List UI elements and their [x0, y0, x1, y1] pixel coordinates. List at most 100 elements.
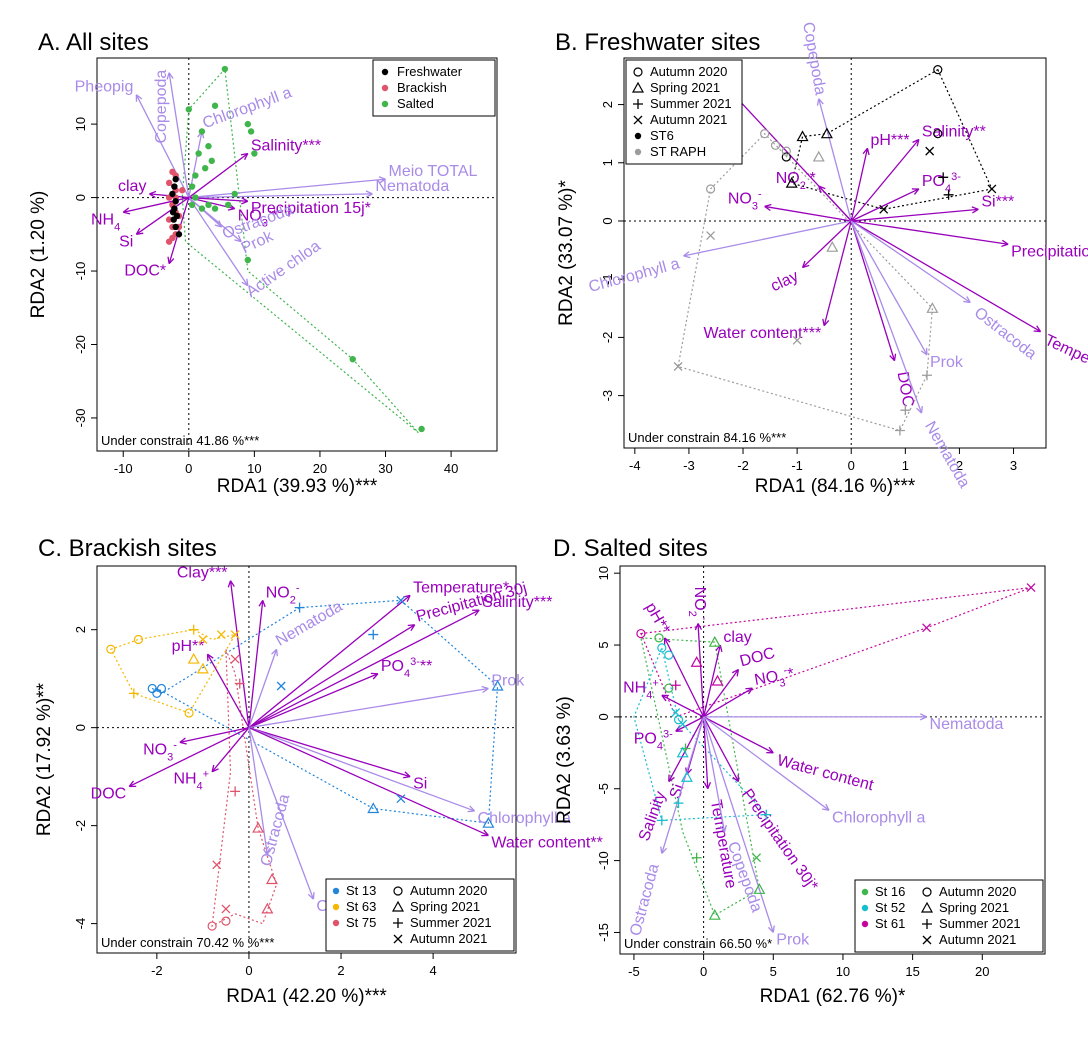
vector-arrowhead — [694, 623, 703, 631]
legend-marker — [861, 904, 869, 912]
biplot-vector — [802, 220, 852, 269]
data-point — [198, 635, 208, 644]
y-tick-label: -20 — [73, 335, 88, 354]
data-point — [781, 146, 791, 156]
x-tick-label: 10 — [836, 964, 850, 979]
legend-entry: St 75 — [346, 915, 376, 930]
legend-marker — [381, 84, 389, 92]
legend-entry: Autumn 2020 — [939, 884, 1016, 899]
x-tick-label: 0 — [245, 963, 252, 978]
data-point — [879, 204, 889, 214]
y-tick-label: 2 — [600, 101, 615, 108]
data-point — [664, 650, 674, 660]
biplot-vector — [179, 727, 250, 743]
biplot-vector — [188, 197, 242, 243]
vector-arrowhead — [920, 347, 928, 356]
legend-marker — [633, 115, 643, 125]
group-hull — [151, 599, 499, 824]
data-point — [676, 746, 689, 758]
vector-arrowhead — [801, 260, 810, 269]
constraint-note: Under constrain 84.16 %*** — [628, 430, 786, 445]
vector-arrowhead — [407, 624, 416, 632]
vector-label: Clay*** — [177, 565, 228, 582]
data-point — [900, 405, 911, 416]
vector-arrowhead — [241, 197, 249, 205]
data-point — [171, 183, 178, 190]
legend-entry: Summer 2021 — [410, 915, 492, 930]
data-point — [252, 821, 265, 833]
data-point — [106, 644, 116, 654]
data-point — [201, 164, 209, 172]
biplot-vector — [248, 727, 489, 837]
data-point — [234, 678, 245, 689]
vector-arrowhead — [971, 206, 979, 214]
vector-label: Meio TOTAL — [389, 163, 478, 180]
vector-label: Water content — [775, 752, 876, 794]
vector-arrowhead — [258, 599, 266, 608]
biplot-vector — [188, 197, 249, 287]
y-tick-label: -2 — [73, 820, 88, 832]
data-point — [152, 688, 162, 698]
vector-label: Copepoda — [799, 21, 829, 97]
vector-arrowhead — [1001, 239, 1009, 247]
vector-arrowhead — [660, 846, 668, 854]
biplot-vector — [850, 220, 928, 356]
legend-marker — [332, 919, 340, 927]
vector-arrowhead — [818, 185, 826, 193]
data-point — [933, 129, 943, 139]
y-tick-label: 10 — [73, 117, 88, 131]
data-point — [792, 335, 802, 345]
data-point — [933, 65, 943, 75]
data-point — [680, 771, 693, 782]
legend-entry: ST RAPH — [650, 144, 706, 159]
vector-label: Ostracoda — [971, 304, 1040, 363]
biplot-vector — [702, 644, 721, 718]
data-point — [1026, 583, 1036, 593]
plot-frame — [623, 57, 1047, 449]
vector-label: Precipitation 30j — [1011, 243, 1088, 260]
data-point — [894, 425, 905, 436]
data-point — [711, 674, 724, 686]
vector-arrowhead — [663, 637, 671, 645]
vector-arrowhead — [767, 925, 775, 933]
vector-label: Nematoda — [273, 598, 346, 650]
data-point — [708, 635, 721, 647]
legend-entry: Summer 2021 — [650, 96, 732, 111]
vector-label: pH** — [642, 600, 673, 637]
biplot-vector — [764, 205, 852, 222]
legend-entry: Autumn 2020 — [650, 64, 727, 79]
legend-marker — [922, 935, 932, 945]
y-axis-label: RDA2 (1.20 %) — [28, 191, 49, 319]
biplot-vector — [818, 98, 852, 222]
x-tick-label: 2 — [337, 963, 344, 978]
vector-label: NO2- — [266, 582, 300, 606]
biplot-vector — [661, 716, 705, 854]
data-point — [752, 853, 762, 863]
data-point — [211, 205, 219, 212]
vector-arrowhead — [481, 685, 489, 694]
vector-arrowhead — [822, 318, 830, 327]
biplot-vector — [703, 716, 830, 811]
data-point — [156, 683, 167, 694]
biplot-vector — [661, 694, 704, 718]
vector-label: Nematoda — [375, 178, 449, 195]
x-tick-label: 0 — [185, 461, 192, 476]
vector-arrowhead — [661, 694, 669, 702]
vector-arrowhead — [889, 353, 897, 362]
vector-label: Salinity** — [922, 123, 986, 140]
legend-entry: St 63 — [346, 899, 376, 914]
data-point — [187, 652, 200, 664]
plot-frame — [96, 565, 517, 954]
data-point — [221, 916, 231, 926]
vector-label: NH4+ — [623, 677, 659, 701]
vector-label: clay — [118, 178, 146, 195]
legend-marker — [861, 920, 869, 928]
biplot-vector — [851, 220, 1009, 245]
data-point — [294, 602, 305, 613]
x-tick-label: 0 — [700, 964, 707, 979]
vector-arrowhead — [764, 203, 772, 212]
data-point — [195, 150, 202, 157]
